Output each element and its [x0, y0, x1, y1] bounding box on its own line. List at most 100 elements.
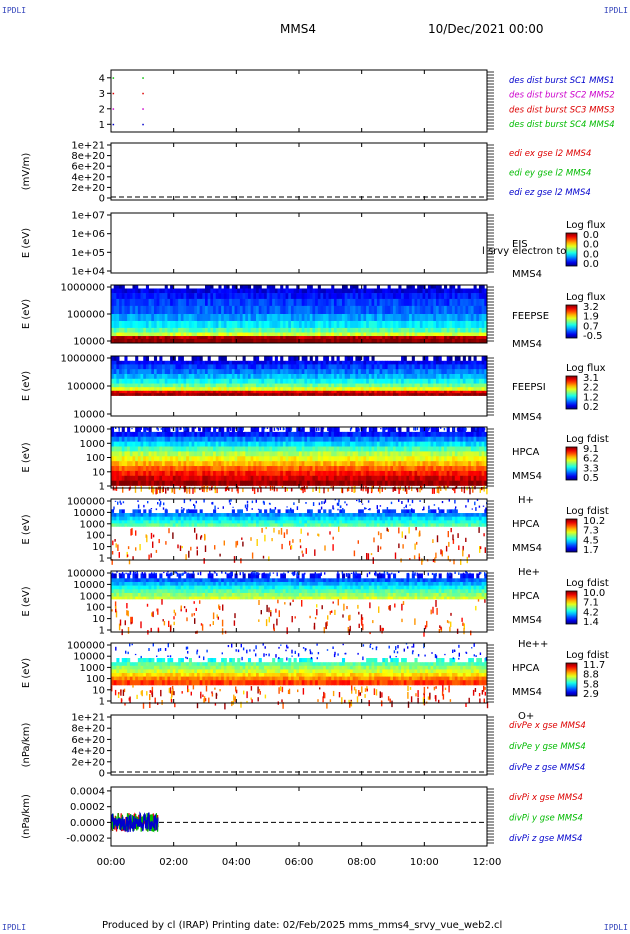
spectrogram-cell	[282, 480, 286, 486]
spectrogram-cell	[468, 383, 472, 388]
spectrogram-cell	[307, 369, 311, 375]
spectrogram-cell	[231, 327, 235, 333]
spectrogram-cell	[433, 374, 437, 380]
spectrogram-cell	[409, 436, 413, 442]
spectrogram-cell	[162, 390, 166, 394]
spectrogram-cell	[320, 451, 324, 457]
spectrogram-cell	[379, 332, 383, 337]
spectrogram-cell	[135, 480, 139, 486]
spectrogram-cell	[417, 369, 421, 375]
spectrogram-speckle	[479, 487, 481, 493]
spectrogram-cell	[462, 390, 466, 394]
spectrogram-cell	[183, 387, 187, 392]
spectrogram-cell	[382, 383, 386, 388]
spectrogram-cell	[196, 364, 201, 370]
spectrogram-cell	[446, 390, 450, 394]
spectrogram-cell	[478, 427, 483, 433]
spectrogram-cell	[280, 327, 284, 333]
spectrogram-cell	[317, 338, 321, 344]
spectrogram-cell	[374, 393, 378, 396]
spectrogram-cell	[360, 288, 364, 294]
spectrogram-cell	[282, 393, 286, 396]
spectrogram-speckle	[157, 428, 159, 431]
spectrogram-cell	[390, 390, 394, 394]
spectrogram-cell	[266, 364, 270, 370]
spectrogram-speckle	[139, 427, 141, 432]
spectrogram-cell	[127, 393, 131, 396]
spectrogram-cell	[452, 293, 456, 300]
spectrogram-cell	[352, 466, 356, 472]
spectrogram-cell	[247, 298, 252, 307]
spectrogram-cell	[143, 393, 147, 396]
spectrogram-cell	[280, 451, 284, 457]
spectrogram-cell	[231, 431, 235, 438]
spectrogram-cell	[159, 314, 163, 322]
spectrogram-cell	[465, 480, 469, 486]
spectrogram-cell	[470, 374, 474, 380]
spectrogram-cell	[247, 446, 252, 452]
spectrogram-cell	[320, 390, 324, 394]
spectrogram-cell	[299, 431, 303, 438]
spectrogram-cell	[170, 393, 174, 396]
spectrogram-cell	[387, 364, 391, 370]
spectrogram-cell	[457, 305, 461, 315]
spectrogram-cell	[175, 378, 179, 384]
spectrogram-cell	[457, 470, 461, 477]
spectrogram-cell	[309, 320, 313, 329]
spectrogram-cell	[460, 446, 464, 452]
spectrogram-cell	[414, 332, 418, 337]
spectrogram-cell	[339, 298, 343, 307]
spectrogram-cell	[452, 360, 456, 365]
spectrogram-cell	[264, 466, 268, 472]
spectrogram-cell	[347, 298, 351, 307]
spectrogram-cell	[409, 393, 413, 396]
spectrogram-cell	[304, 431, 308, 438]
spectrogram-cell	[191, 369, 195, 375]
spectrogram-cell	[473, 336, 477, 340]
spectrogram-cell	[358, 390, 362, 394]
spectrogram-cell	[384, 338, 389, 344]
spectrogram-cell	[253, 314, 257, 322]
spectrogram-cell	[374, 305, 378, 315]
spectrogram-cell	[196, 387, 201, 392]
spectrogram-cell	[363, 320, 367, 329]
spectrogram-cell	[444, 383, 448, 388]
spectrogram-cell	[264, 298, 268, 307]
spectrogram-cell	[328, 374, 332, 380]
spectrogram-cell	[358, 461, 362, 467]
spectrogram-cell	[196, 374, 201, 380]
spectrogram-cell	[264, 456, 268, 462]
spectrogram-cell	[387, 470, 391, 477]
spectrogram-cell	[371, 293, 375, 300]
spectrogram-cell	[178, 374, 182, 380]
spectrogram-cell	[186, 431, 190, 438]
spectrogram-cell	[132, 383, 136, 388]
burst-marker	[142, 92, 144, 95]
spectrogram-cell	[162, 338, 166, 344]
spectrogram-cell	[288, 320, 292, 329]
spectrogram-cell	[452, 393, 456, 396]
spectrogram-cell	[401, 374, 405, 380]
spectrogram-speckle	[360, 427, 362, 430]
spectrogram-cell	[457, 288, 461, 294]
spectrogram-cell	[151, 336, 155, 340]
spectrogram-cell	[371, 393, 375, 396]
spectrogram-cell	[417, 470, 421, 477]
spectrogram-speckle	[313, 428, 315, 430]
spectrogram-cell	[143, 436, 147, 442]
spectrogram-cell	[344, 466, 348, 472]
spectrogram-cell	[145, 320, 149, 329]
spectrogram-cell	[167, 436, 171, 442]
spectrogram-cell	[371, 431, 375, 438]
spectrogram-cell	[350, 480, 354, 486]
spectrogram-cell	[116, 387, 120, 392]
spectrogram-cell	[113, 393, 117, 396]
spectrogram-cell	[344, 338, 348, 344]
spectrogram-cell	[366, 364, 370, 370]
spectrogram-cell	[172, 393, 176, 396]
spectrogram-cell	[127, 431, 131, 438]
spectrogram-cell	[452, 364, 456, 370]
spectrogram-cell	[132, 285, 136, 289]
spectrogram-cell	[180, 390, 184, 394]
spectrogram-cell	[376, 305, 380, 315]
